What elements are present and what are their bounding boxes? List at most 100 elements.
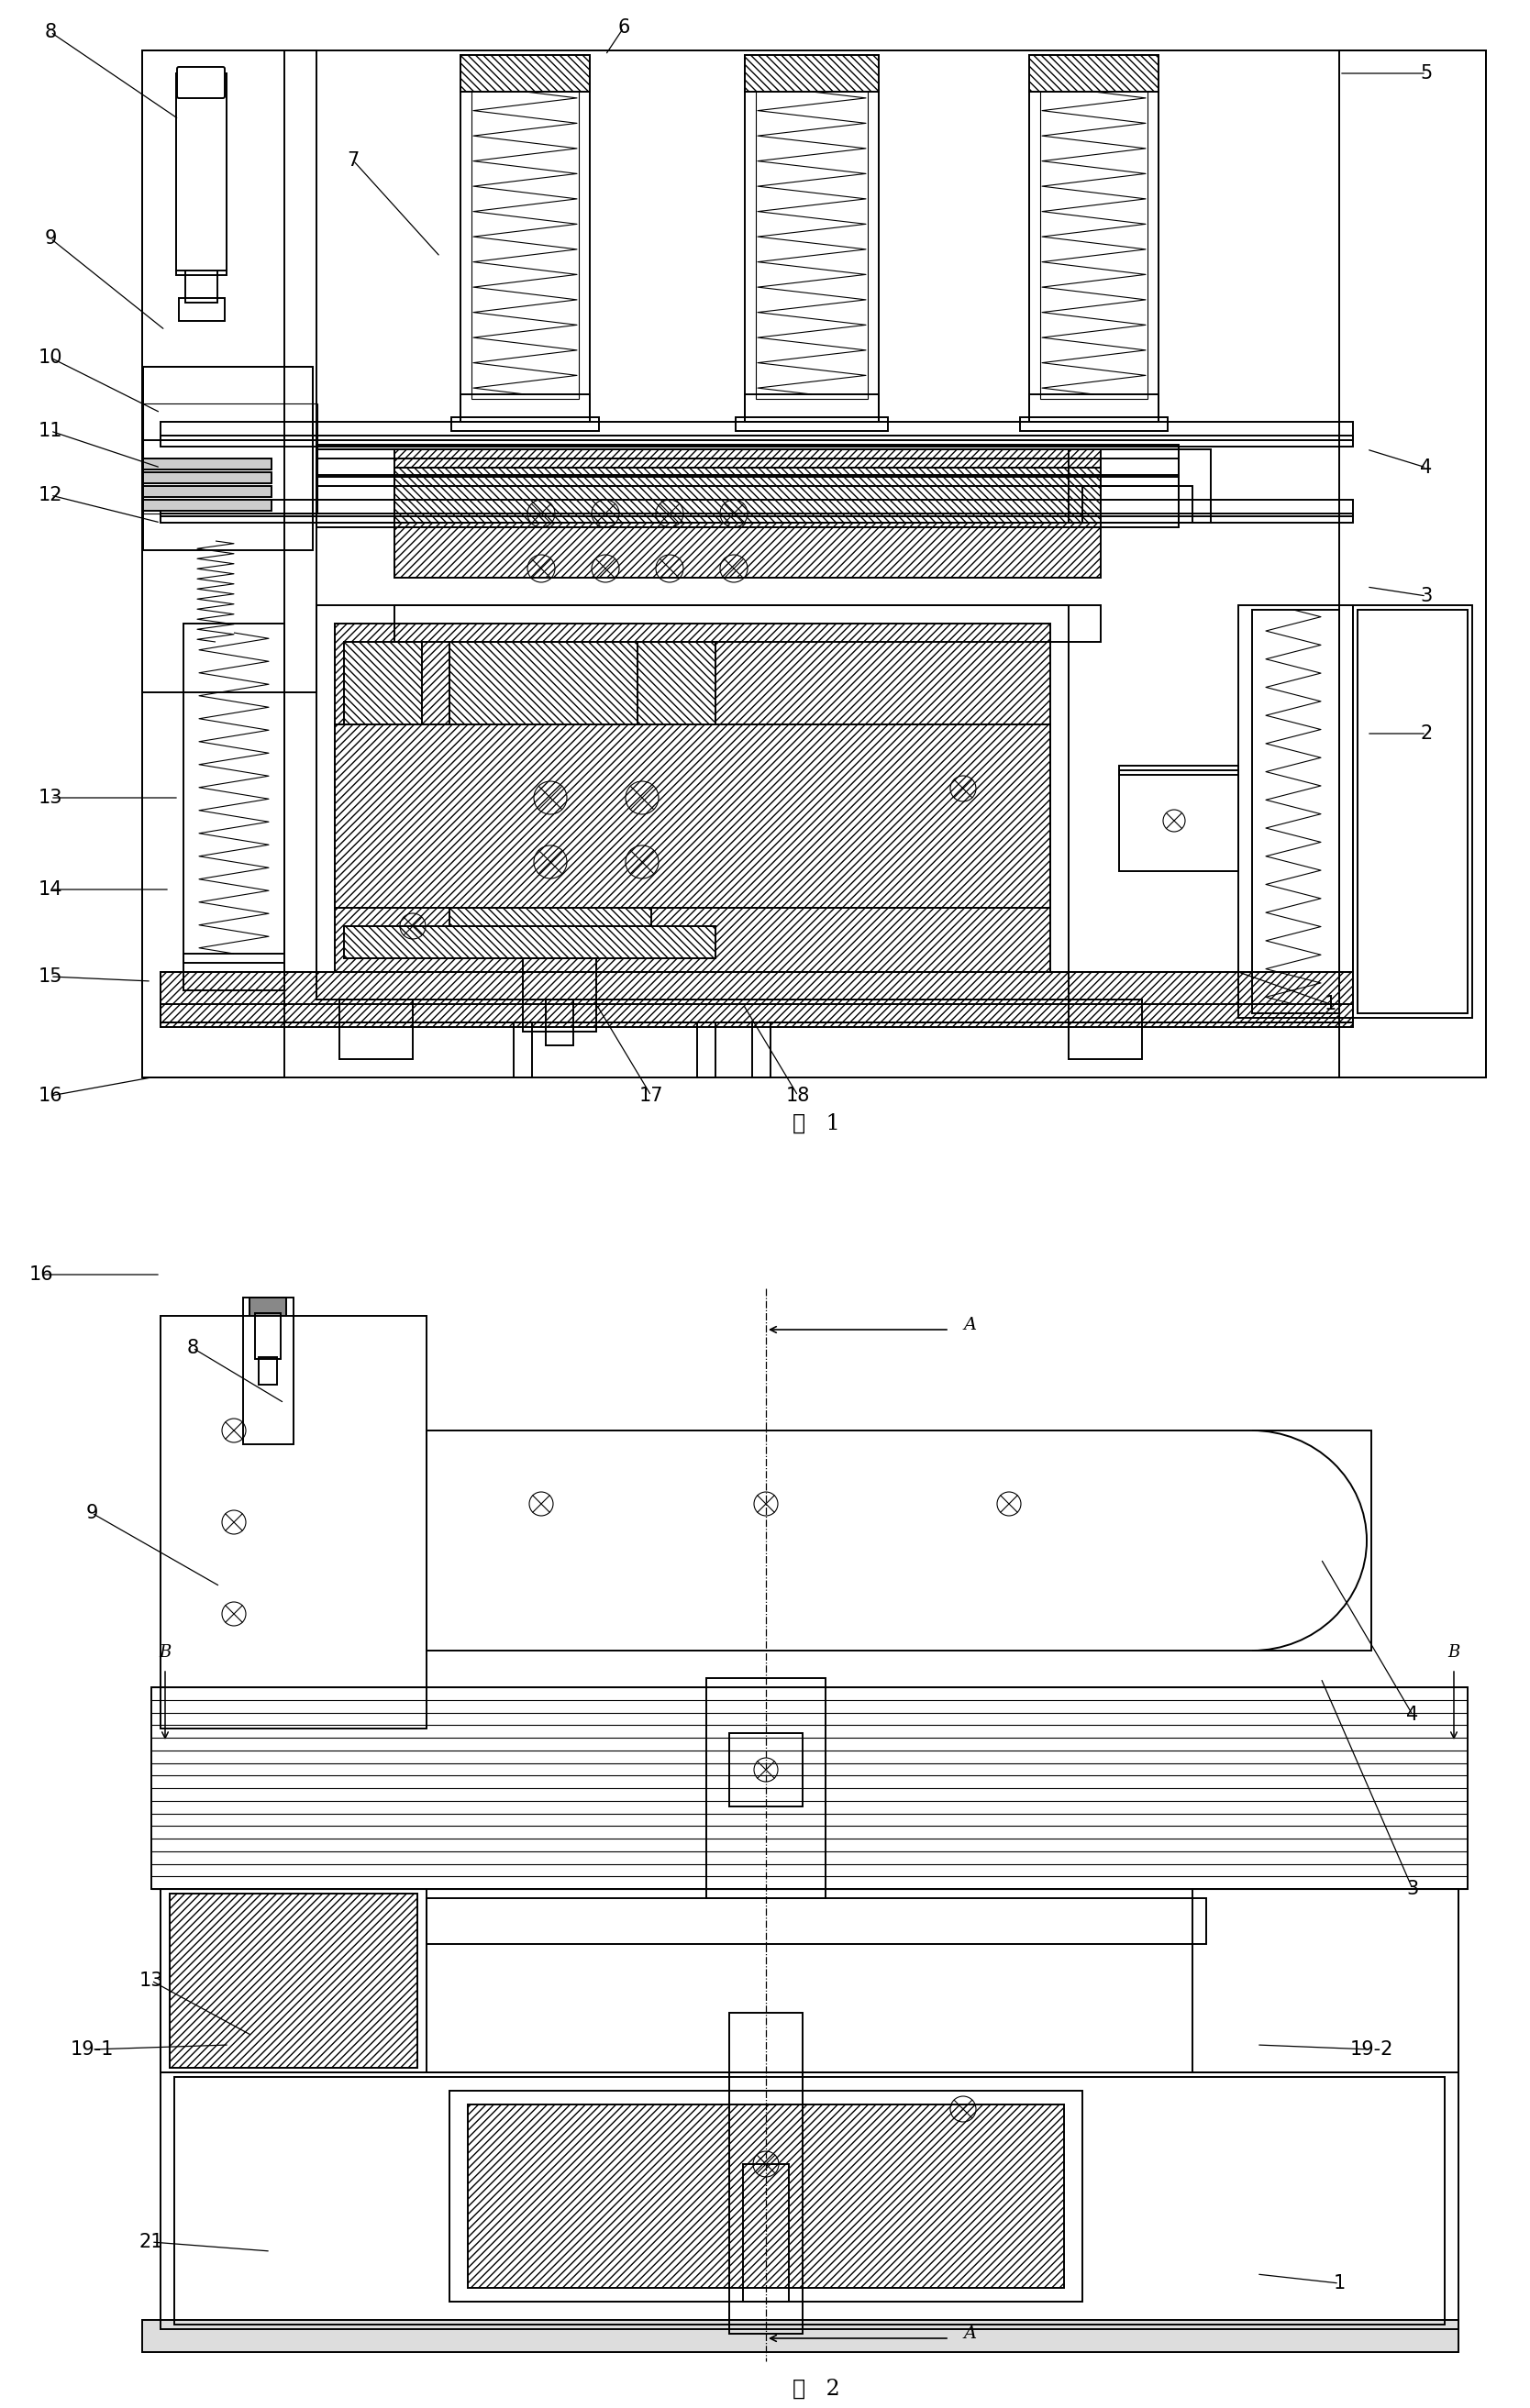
Bar: [344, 927, 716, 958]
Bar: [161, 501, 1353, 515]
Bar: [174, 2078, 1444, 2324]
Text: 18: 18: [786, 1086, 809, 1105]
Text: 14: 14: [38, 881, 63, 898]
Text: 4: 4: [1406, 1705, 1418, 1724]
Text: 图   1: 图 1: [793, 1112, 840, 1134]
Bar: [1238, 604, 1353, 1019]
Bar: [179, 299, 225, 320]
Text: B: B: [159, 1645, 171, 1662]
Text: 8: 8: [187, 1339, 199, 1358]
Bar: [1068, 999, 1141, 1060]
Bar: [335, 624, 1050, 980]
Bar: [161, 421, 1353, 441]
Bar: [142, 2319, 1458, 2353]
Bar: [151, 1688, 1467, 1888]
Bar: [1192, 1888, 1458, 2073]
Bar: [427, 1898, 1206, 1943]
Bar: [745, 395, 878, 421]
Bar: [344, 643, 422, 751]
Bar: [745, 55, 878, 92]
Bar: [1252, 609, 1339, 1014]
Text: 17: 17: [640, 1086, 664, 1105]
Bar: [427, 1430, 1371, 1649]
Bar: [142, 51, 1486, 1076]
Bar: [461, 55, 589, 421]
Text: B: B: [1447, 1645, 1460, 1662]
Text: 7: 7: [347, 152, 360, 169]
Bar: [1353, 604, 1472, 1019]
Text: 5: 5: [1420, 65, 1432, 82]
Bar: [185, 270, 217, 303]
Text: 13: 13: [139, 1972, 164, 1989]
Bar: [256, 1312, 280, 1358]
FancyBboxPatch shape: [177, 67, 225, 99]
Bar: [144, 366, 312, 441]
Bar: [335, 725, 1050, 908]
Bar: [756, 60, 868, 400]
Bar: [317, 604, 1068, 999]
Bar: [1118, 771, 1238, 872]
Text: 19-2: 19-2: [1349, 2040, 1392, 2059]
Text: 6: 6: [618, 19, 630, 36]
Bar: [468, 2105, 1063, 2288]
Text: 21: 21: [139, 2232, 164, 2251]
Text: 3: 3: [1420, 588, 1432, 604]
Bar: [745, 55, 878, 421]
Text: 图   2: 图 2: [793, 2379, 840, 2398]
Bar: [753, 1023, 771, 1076]
Bar: [461, 55, 589, 92]
Bar: [317, 450, 1178, 523]
Text: 9: 9: [86, 1505, 98, 1522]
Bar: [395, 604, 1100, 643]
Bar: [176, 72, 226, 270]
Bar: [523, 958, 597, 1031]
Bar: [317, 445, 1178, 458]
Text: 16: 16: [38, 1086, 63, 1105]
Bar: [161, 1888, 427, 2073]
Text: 9: 9: [44, 229, 57, 248]
Text: 2: 2: [1420, 725, 1432, 742]
Bar: [707, 1678, 826, 1898]
Text: 19-1: 19-1: [70, 2040, 113, 2059]
Bar: [176, 72, 226, 275]
Bar: [461, 395, 589, 421]
Bar: [638, 643, 716, 751]
Bar: [144, 501, 271, 510]
Bar: [1068, 450, 1210, 523]
Bar: [450, 2090, 1082, 2302]
Text: 8: 8: [44, 24, 57, 41]
Bar: [144, 486, 271, 496]
Bar: [144, 458, 271, 470]
Bar: [1118, 766, 1238, 775]
Text: 11: 11: [38, 421, 63, 441]
Text: 1: 1: [1333, 2273, 1345, 2292]
Bar: [184, 954, 285, 990]
Bar: [317, 450, 1178, 477]
Bar: [1339, 51, 1486, 1076]
Bar: [1030, 55, 1158, 92]
Bar: [144, 405, 317, 513]
Bar: [1030, 395, 1158, 421]
Bar: [161, 2073, 1458, 2329]
Bar: [451, 417, 598, 431]
Text: 16: 16: [29, 1267, 54, 1283]
Bar: [161, 973, 1353, 1028]
Bar: [395, 450, 1100, 578]
Bar: [170, 1893, 418, 2068]
Text: A: A: [962, 2326, 976, 2343]
Bar: [1040, 60, 1148, 400]
Bar: [546, 999, 574, 1045]
Bar: [161, 1315, 427, 1729]
Text: 3: 3: [1406, 1881, 1418, 1898]
Bar: [161, 1888, 1458, 2073]
Bar: [142, 51, 317, 694]
Bar: [395, 467, 1100, 523]
Bar: [730, 2013, 803, 2333]
Bar: [259, 1358, 277, 1385]
Bar: [1357, 609, 1467, 1014]
Text: A: A: [962, 1317, 976, 1334]
Bar: [161, 1004, 1353, 1023]
Bar: [161, 973, 1353, 1023]
Bar: [161, 436, 1353, 445]
Bar: [161, 513, 1353, 523]
